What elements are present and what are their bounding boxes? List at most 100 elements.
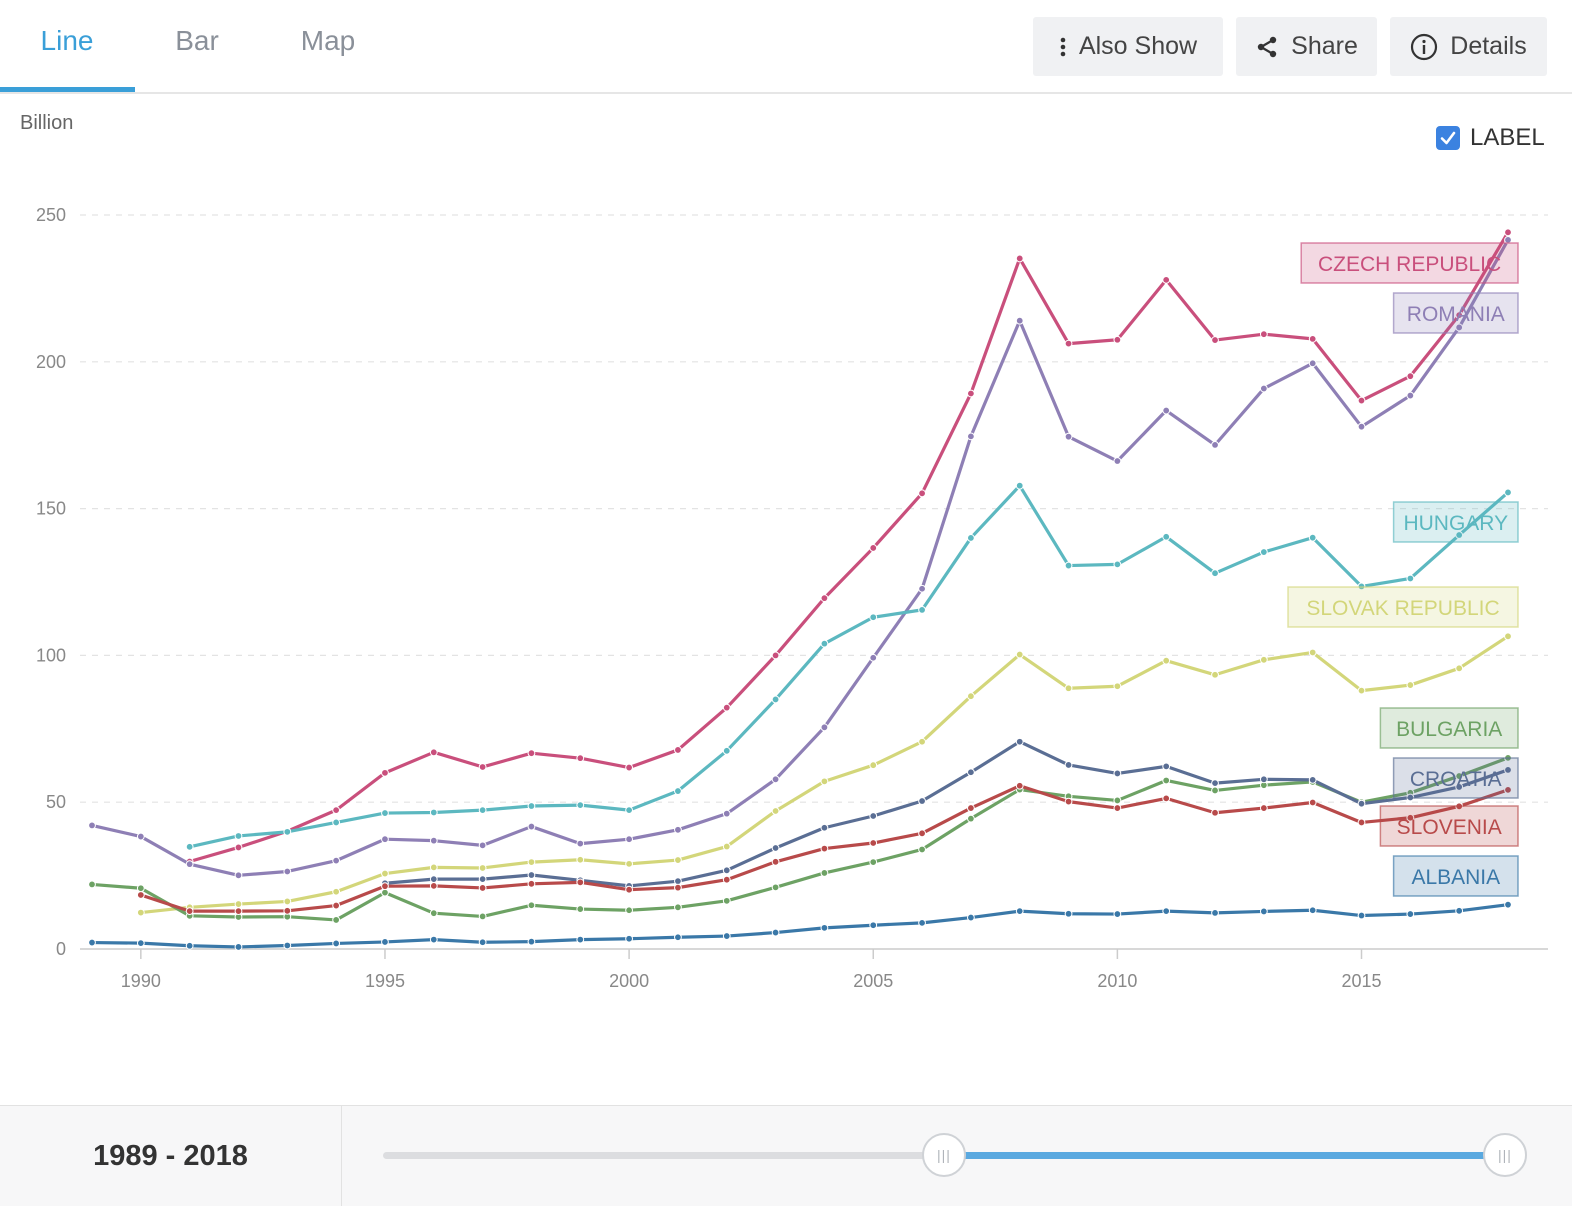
data-point (381, 869, 389, 878)
data-point (1015, 737, 1024, 746)
data-point (869, 812, 878, 820)
series-label-croatia: CROATIA (1392, 757, 1519, 799)
data-point (1357, 396, 1366, 405)
series-label-text: CZECH REPUBLIC (1318, 253, 1501, 276)
data-point (576, 839, 585, 848)
data-point (429, 748, 438, 757)
data-point (478, 841, 487, 850)
also-show-button[interactable]: Also Show (1033, 17, 1223, 76)
data-point (1455, 772, 1464, 780)
data-point (576, 878, 585, 887)
data-point (869, 858, 878, 866)
details-button[interactable]: Details (1390, 17, 1547, 76)
data-point (1455, 664, 1464, 673)
data-point (625, 763, 634, 772)
data-point (1357, 911, 1366, 920)
data-point (625, 885, 634, 894)
data-point (381, 888, 389, 897)
info-icon (1411, 33, 1438, 60)
data-point (1113, 910, 1122, 918)
data-point (478, 864, 487, 872)
data-point (136, 832, 145, 841)
data-point (527, 858, 536, 866)
data-point (771, 928, 780, 937)
label-toggle[interactable]: LABEL (1436, 124, 1545, 152)
data-point (1064, 339, 1073, 348)
data-point (478, 806, 487, 815)
data-point (1015, 316, 1024, 325)
slider-end-handle[interactable]: ||| (1483, 1133, 1527, 1177)
series-line-hungary (188, 484, 1510, 849)
y-tick-label: 100 (36, 645, 66, 665)
series-slovenia (136, 781, 1512, 916)
label-checkbox[interactable] (1436, 126, 1460, 150)
data-point (136, 908, 145, 917)
tab-line[interactable]: Line (40, 25, 94, 56)
data-point (381, 809, 389, 817)
data-point (1211, 908, 1219, 917)
data-point (820, 844, 829, 853)
data-point (381, 768, 389, 777)
data-point (1113, 682, 1122, 691)
series-label-albania: ALBANIA (1392, 855, 1519, 897)
top-bar: Line Bar Map Also Show Share Details (0, 0, 1572, 94)
series-label-text: BULGARIA (1396, 718, 1502, 741)
data-point (1308, 775, 1317, 784)
tab-bar[interactable]: Bar (175, 25, 219, 56)
data-point (966, 768, 975, 777)
data-point (1504, 632, 1512, 641)
series-label-box (1392, 501, 1519, 543)
slider-selected-range (944, 1152, 1505, 1159)
data-point (1357, 818, 1366, 827)
data-point (1455, 783, 1464, 791)
data-point (576, 754, 585, 763)
data-point (918, 845, 926, 854)
data-point (234, 871, 243, 880)
data-point (1259, 548, 1268, 556)
share-icon (1257, 36, 1277, 57)
data-point (136, 884, 145, 893)
series-line-romania (90, 238, 1510, 877)
data-point (1162, 762, 1171, 771)
tab-map[interactable]: Map (300, 25, 356, 56)
data-point (1504, 766, 1512, 774)
data-point (234, 943, 243, 951)
data-point (966, 913, 975, 922)
data-point (674, 933, 682, 942)
data-point (1015, 781, 1024, 790)
data-point (1211, 786, 1219, 795)
share-button[interactable]: Share (1236, 17, 1377, 76)
series-label-box (1392, 757, 1519, 799)
data-point (1211, 336, 1219, 344)
data-point (478, 763, 487, 771)
series-label-czech-republic: CZECH REPUBLIC (1300, 242, 1519, 284)
data-point (527, 802, 536, 810)
data-point (820, 639, 829, 648)
data-point (674, 903, 682, 912)
data-point (1406, 813, 1415, 822)
data-point (429, 909, 438, 918)
data-point (966, 692, 975, 701)
data-point (820, 777, 829, 786)
data-point (1162, 794, 1171, 803)
x-tick-label: 2005 (853, 971, 893, 991)
data-point (1308, 334, 1317, 343)
series-label-text: SLOVENIA (1397, 816, 1502, 839)
y-axis-unit: Billion (20, 112, 74, 134)
data-point (674, 856, 682, 864)
data-point (1406, 574, 1415, 583)
data-point (283, 941, 292, 950)
data-point (1162, 907, 1171, 916)
data-point (1259, 330, 1268, 339)
data-point (722, 809, 731, 818)
data-point (527, 879, 536, 888)
data-point (332, 939, 341, 948)
data-point (576, 855, 585, 864)
data-point (869, 761, 878, 770)
slider-start-handle[interactable]: ||| (922, 1133, 966, 1177)
data-point (674, 877, 682, 886)
data-point (722, 703, 731, 712)
data-point (1504, 488, 1512, 497)
data-point (1357, 422, 1366, 431)
data-point (918, 737, 926, 746)
